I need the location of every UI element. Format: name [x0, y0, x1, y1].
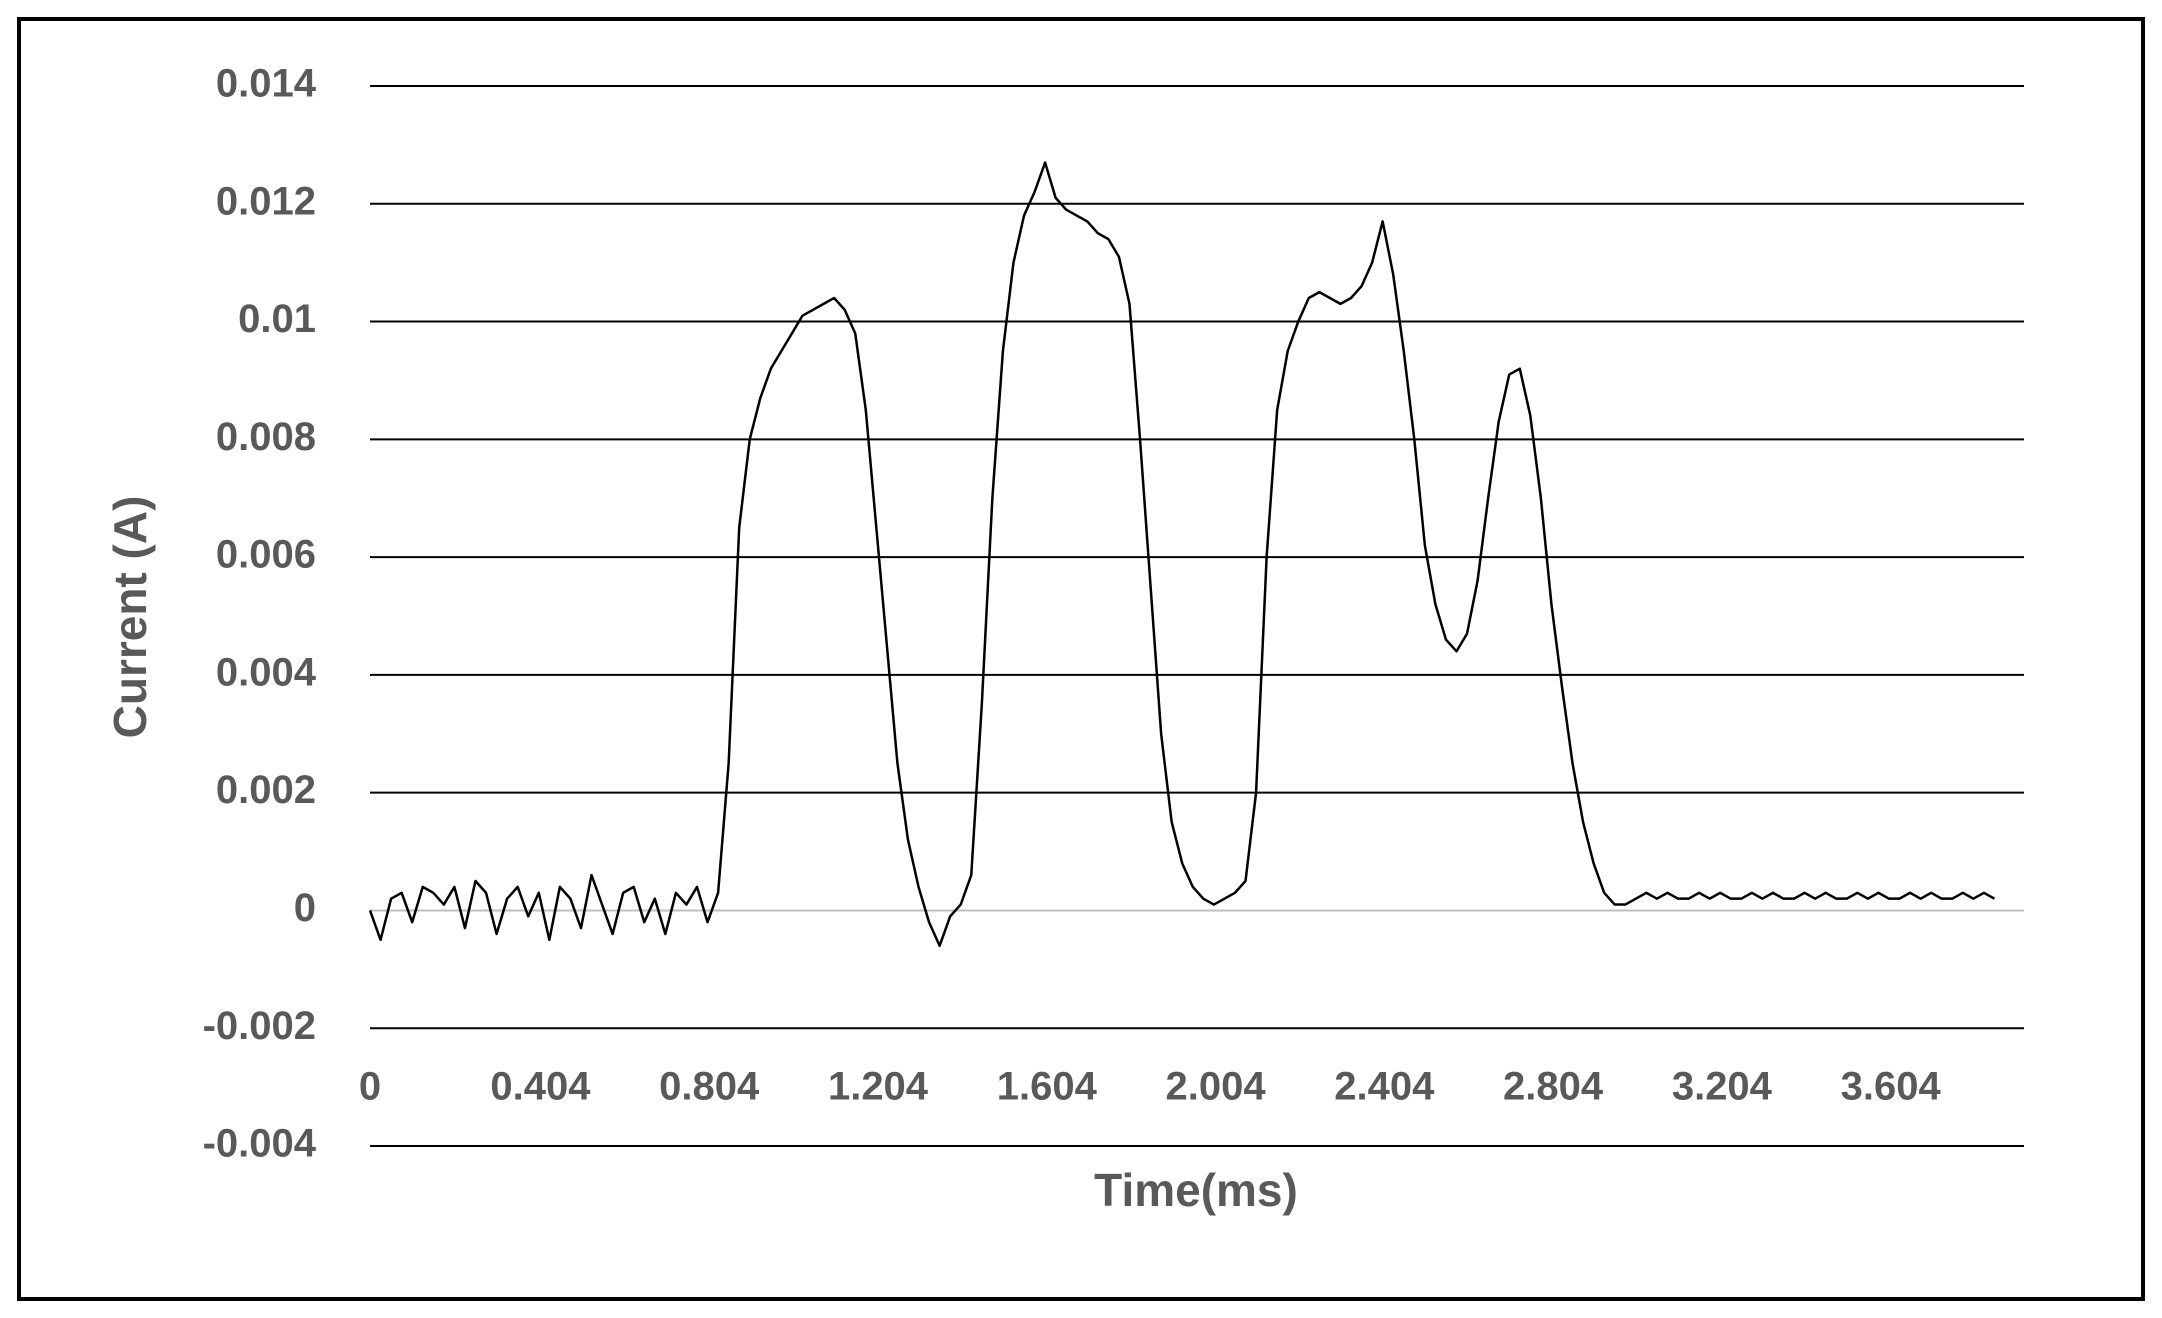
y-tick-label: 0.002 [216, 768, 316, 812]
x-tick-label: 1.204 [828, 1065, 929, 1109]
x-tick-label: 2.004 [1166, 1065, 1267, 1109]
x-tick-label: 0 [359, 1065, 381, 1109]
x-tick-label: 3.604 [1841, 1065, 1942, 1109]
y-tick-label: 0.006 [216, 533, 316, 577]
y-tick-label: 0.012 [216, 179, 316, 223]
data-line [368, 161, 1996, 948]
y-axis-title: Current (A) [104, 496, 156, 739]
x-tick-label: 2.404 [1334, 1065, 1435, 1109]
y-tick-label: -0.002 [203, 1004, 316, 1048]
y-tick-label: 0.004 [216, 650, 317, 694]
x-tick-label: 0.404 [490, 1065, 591, 1109]
y-tick-label: 0.008 [216, 415, 316, 459]
y-tick-label: 0.014 [216, 62, 317, 106]
x-tick-label: 2.804 [1503, 1065, 1604, 1109]
x-tick-label: 0.804 [659, 1065, 760, 1109]
x-tick-label: 3.204 [1672, 1065, 1773, 1109]
y-tick-label: -0.004 [203, 1122, 317, 1166]
x-axis-title: Time(ms) [1094, 1164, 1298, 1216]
chart-frame [17, 17, 2145, 1301]
y-tick-label: 0 [294, 886, 316, 930]
y-tick-label: 0.01 [238, 297, 316, 341]
x-tick-label: 1.604 [997, 1065, 1098, 1109]
